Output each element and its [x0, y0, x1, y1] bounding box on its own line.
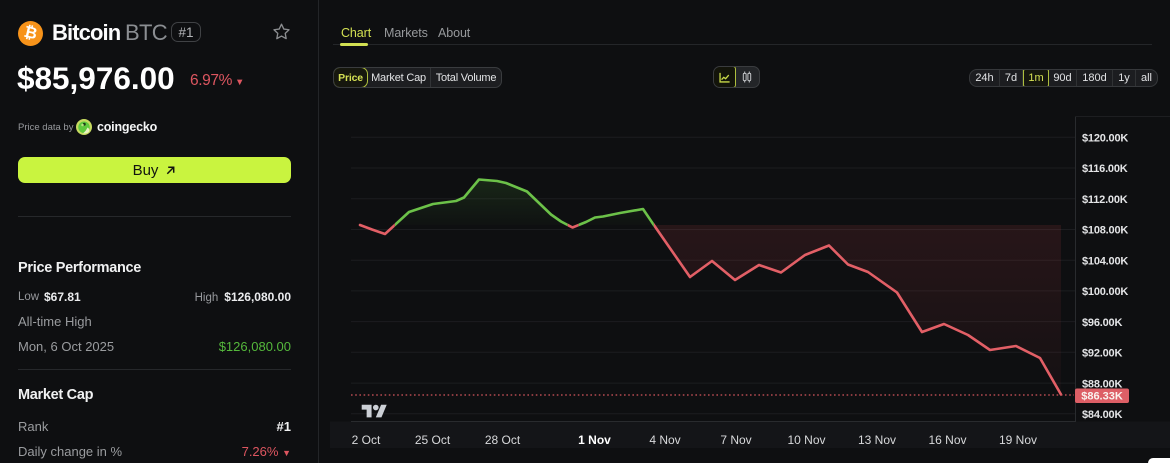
svg-text:10 Nov: 10 Nov — [787, 433, 825, 447]
svg-text:$92.00K: $92.00K — [1082, 348, 1122, 360]
svg-text:13 Nov: 13 Nov — [858, 433, 896, 447]
svg-text:$86.33K: $86.33K — [1081, 391, 1123, 403]
svg-text:$100.00K: $100.00K — [1082, 286, 1128, 298]
svg-text:$112.00K: $112.00K — [1082, 194, 1128, 206]
svg-text:$96.00K: $96.00K — [1082, 317, 1122, 329]
svg-text:2 Oct: 2 Oct — [352, 433, 381, 447]
svg-text:16 Nov: 16 Nov — [928, 433, 966, 447]
svg-text:$108.00K: $108.00K — [1082, 225, 1128, 237]
svg-text:4 Nov: 4 Nov — [649, 433, 680, 447]
svg-text:7 Nov: 7 Nov — [720, 433, 751, 447]
svg-text:25 Oct: 25 Oct — [415, 433, 451, 447]
svg-text:19 Nov: 19 Nov — [999, 433, 1037, 447]
svg-text:1 Nov: 1 Nov — [578, 433, 611, 447]
svg-text:$104.00K: $104.00K — [1082, 255, 1128, 267]
svg-text:28 Oct: 28 Oct — [485, 433, 521, 447]
svg-text:$120.00K: $120.00K — [1082, 133, 1128, 145]
svg-text:$116.00K: $116.00K — [1082, 163, 1128, 175]
svg-text:$88.00K: $88.00K — [1082, 378, 1122, 390]
svg-text:$84.00K: $84.00K — [1082, 409, 1122, 421]
